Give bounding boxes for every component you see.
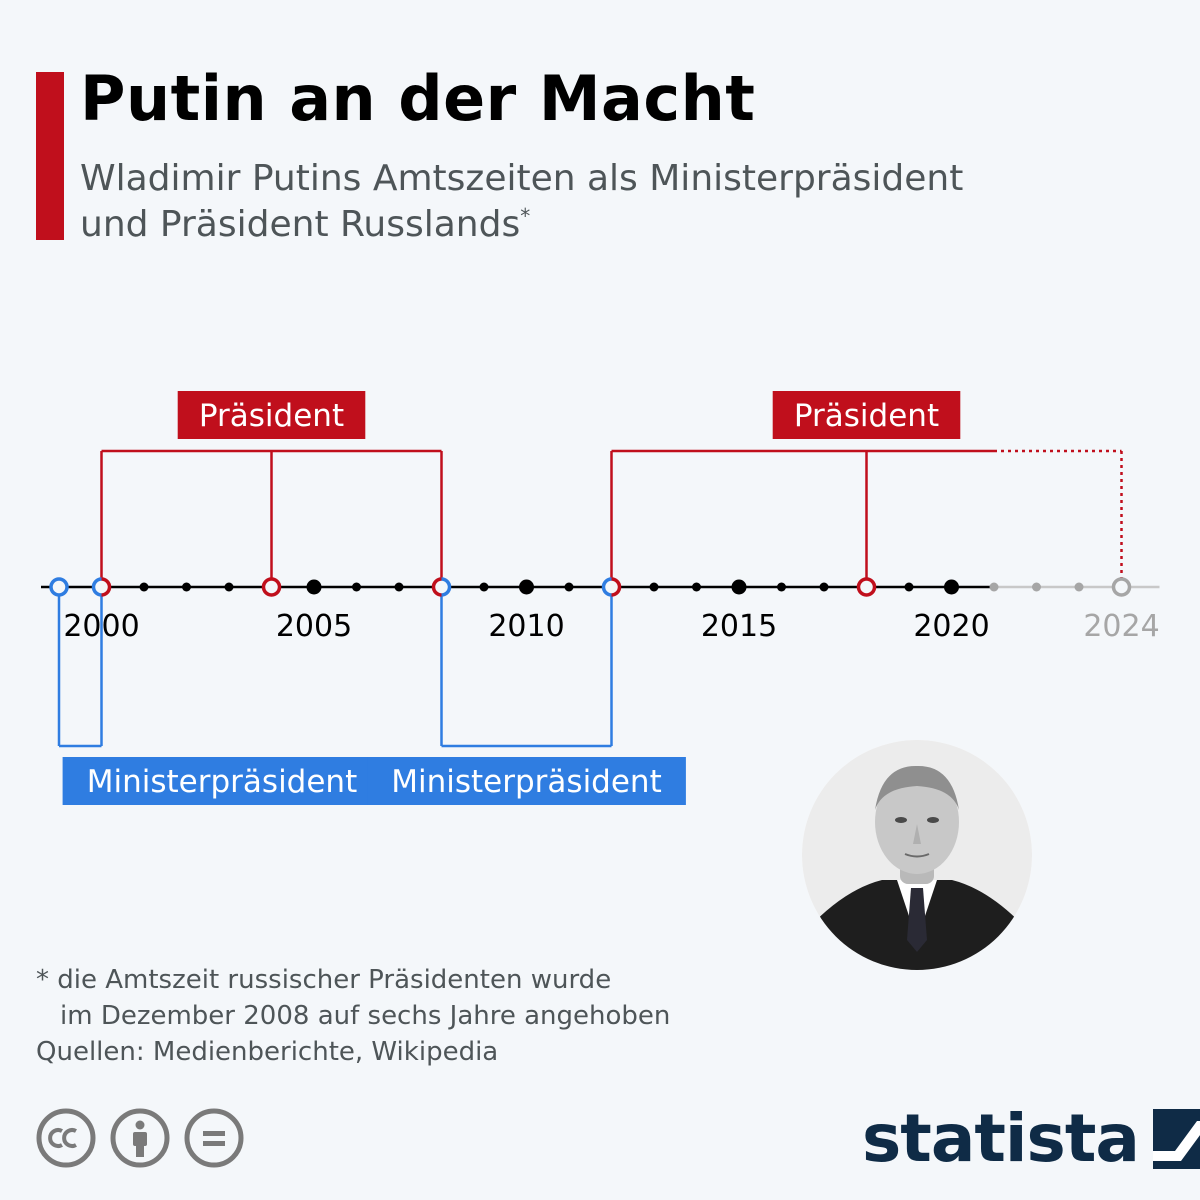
term-marker-1999 [49, 577, 69, 597]
term-marker-2008-right [441, 577, 452, 597]
president-term-2-label-box [772, 391, 961, 439]
term-marker-2000-fill [93, 579, 110, 595]
prime-minister-term-1-label-box [62, 757, 382, 805]
footnote-line-1: * die Amtszeit russischer Präsidenten wu… [36, 965, 612, 995]
term-marker-2024-fill [1113, 579, 1130, 595]
subtitle-footnote-marker: * [520, 204, 531, 228]
term-marker-2004-fill [263, 579, 280, 595]
year-label-2010: 2010 [488, 609, 564, 644]
year-dot-2017 [819, 582, 829, 592]
statista-logo-icon [1152, 1108, 1200, 1169]
year-dot-2002 [182, 582, 191, 592]
putin-portrait [802, 740, 1032, 970]
license-badges [36, 1108, 244, 1168]
year-dot-2019 [904, 582, 914, 592]
year-dot-2003 [224, 582, 234, 592]
term-marker-2000-left [91, 577, 102, 597]
president-term-1-label: Präsident [199, 398, 344, 434]
term-marker-2012-left [601, 577, 612, 597]
year-dot-2014 [692, 582, 701, 592]
term-marker-2004 [261, 577, 282, 597]
year-dot-2016 [777, 582, 786, 592]
year-label-2020: 2020 [913, 609, 989, 644]
statista-brand[interactable]: statista [862, 1100, 1200, 1177]
year-dot-2009 [479, 582, 489, 592]
year-dot-2006 [352, 582, 361, 592]
prime-minister-term-2-label: Ministerpräsident [391, 764, 661, 800]
year-dot-2022 [1032, 582, 1041, 592]
year-label-2005: 2005 [276, 609, 352, 644]
page-subtitle: Wladimir Putins Amtszeiten als Ministerp… [80, 156, 963, 248]
footnote: * die Amtszeit russischer Präsidenten wu… [36, 962, 670, 1070]
term-marker-2012-right [611, 577, 622, 597]
president-term-1-label-box [177, 391, 366, 439]
title-accent-bar [36, 72, 64, 240]
year-dot-2005 [306, 579, 322, 595]
term-marker-2024 [1111, 577, 1132, 597]
year-dot-2001 [139, 582, 149, 592]
term-marker-2012-fill [603, 579, 620, 595]
term-marker-2008-fill [433, 579, 450, 595]
year-label-2015: 2015 [701, 609, 777, 644]
term-timeline: Präsident Präsident Ministerpräsident Minis… [41, 391, 1160, 805]
attribution-icon[interactable] [110, 1108, 170, 1168]
sources-note: Quellen: Medienberichte, Wikipedia [36, 1037, 499, 1067]
term-marker-2018-fill [858, 579, 875, 595]
prime-minister-term-1-label: Ministerpräsident [87, 764, 357, 800]
no-derivatives-icon[interactable] [184, 1108, 244, 1168]
term-marker-2008-left [431, 577, 442, 597]
prime-minister-term-2-label-box [367, 757, 686, 805]
page-title: Putin an der Macht [80, 62, 756, 135]
footnote-line-2: im Dezember 2008 auf sechs Jahre angehob… [60, 1001, 671, 1031]
year-dot-2015 [731, 579, 747, 595]
year-dot-2020 [944, 579, 959, 595]
year-dot-2011 [564, 582, 574, 592]
subtitle-line-1: Wladimir Putins Amtszeiten als Ministerp… [80, 158, 964, 199]
year-label-2000: 2000 [63, 609, 139, 644]
term-marker-1999-fill [51, 579, 67, 595]
term-marker-2000-right [101, 577, 112, 597]
statista-wordmark: statista [862, 1100, 1140, 1177]
term-marker-2018 [856, 577, 877, 597]
year-label-2024: 2024 [1083, 609, 1159, 644]
year-dot-2023 [1074, 582, 1084, 592]
year-dot-2021 [989, 582, 999, 592]
year-dot-2010 [519, 579, 534, 595]
president-term-2-label: Präsident [794, 398, 939, 434]
year-dot-2007 [394, 582, 404, 592]
creative-commons-icon[interactable] [36, 1108, 96, 1168]
subtitle-line-2: und Präsident Russlands [80, 204, 521, 245]
year-dot-2013 [649, 582, 659, 592]
